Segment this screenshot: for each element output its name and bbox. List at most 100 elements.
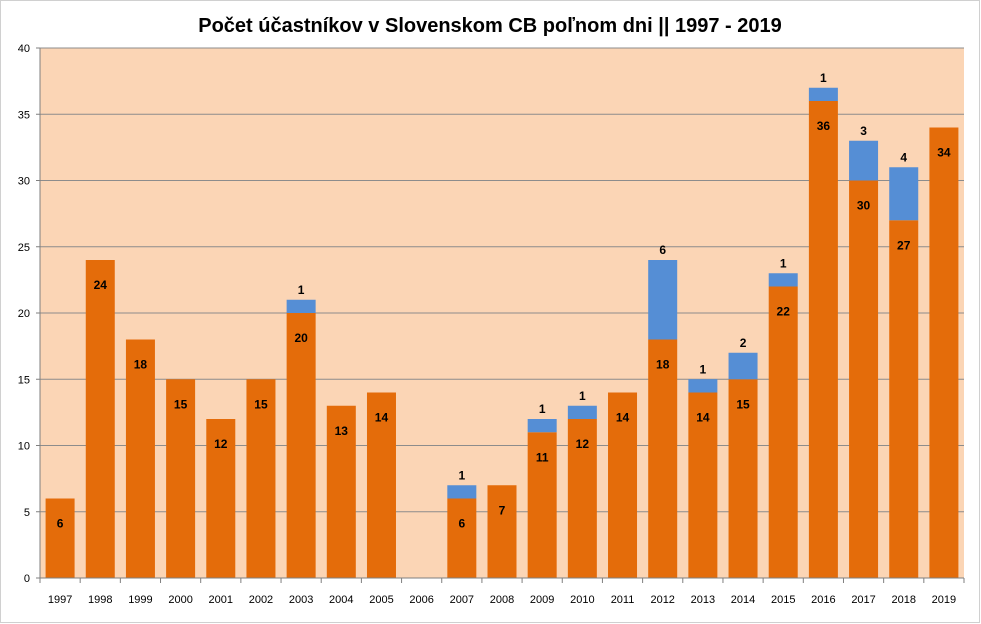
y-tick-label: 15 — [18, 374, 30, 386]
bar-segment-secondary — [768, 273, 798, 287]
bar-segment-primary — [166, 379, 196, 578]
y-tick-label: 20 — [18, 308, 30, 320]
x-tick-label: 2015 — [771, 594, 795, 606]
bar-segment-secondary — [286, 299, 316, 313]
bar-segment-secondary — [688, 379, 718, 393]
data-label-secondary: 1 — [298, 283, 305, 297]
y-tick-label: 25 — [18, 242, 30, 254]
x-tick-label: 1999 — [128, 594, 152, 606]
x-tick-label: 2008 — [490, 594, 514, 606]
data-label-primary: 7 — [499, 503, 506, 517]
data-label-secondary: 6 — [659, 243, 666, 257]
bar-segment-primary — [366, 392, 396, 578]
x-axis: 1997 1998 1999 2000 2001 2002 2003 2004 2005 2006… — [39, 577, 965, 606]
data-label-secondary: 1 — [579, 389, 586, 403]
bar-segment-primary — [929, 127, 959, 578]
y-tick-label: 40 — [18, 43, 30, 55]
bar-segment-primary — [487, 485, 517, 578]
data-label-primary: 13 — [335, 424, 349, 438]
data-label-primary: 14 — [616, 411, 630, 425]
bar-segment-primary — [608, 392, 638, 578]
x-tick-label: 2003 — [289, 594, 313, 606]
data-labels: 6241815121520113146171111211418614115222… — [57, 71, 951, 531]
data-label-primary: 14 — [696, 411, 710, 425]
bar-segment-primary — [688, 392, 718, 578]
bar-segment-secondary — [728, 352, 758, 380]
data-label-primary: 36 — [817, 119, 831, 133]
data-label-primary: 15 — [254, 397, 268, 411]
bar-segment-primary — [768, 286, 798, 578]
bar-segment-primary — [447, 498, 477, 578]
data-label-secondary: 1 — [700, 362, 707, 376]
x-tick-label: 2010 — [570, 594, 594, 606]
bar-segment-primary — [326, 405, 356, 578]
x-tick-label: 1997 — [48, 594, 72, 606]
bar-segment-secondary — [648, 260, 678, 340]
bar-segment-secondary — [447, 485, 477, 499]
bar-segment-primary — [648, 339, 678, 578]
bar-segment-secondary — [567, 405, 597, 419]
data-label-secondary: 3 — [860, 124, 867, 138]
x-tick-label: 2000 — [168, 594, 192, 606]
data-label-secondary: 1 — [780, 256, 787, 270]
x-tick-label: 2017 — [851, 594, 875, 606]
x-tick-label: 2019 — [932, 594, 956, 606]
x-tick-label: 2001 — [209, 594, 233, 606]
bar-segment-primary — [125, 339, 155, 578]
x-tick-label: 2002 — [249, 594, 273, 606]
y-tick-label: 30 — [18, 176, 30, 188]
data-label-primary: 22 — [777, 305, 791, 319]
y-tick-label: 5 — [24, 507, 30, 519]
data-label-primary: 14 — [375, 411, 389, 425]
bars — [45, 87, 959, 578]
x-tick-label: 2004 — [329, 594, 353, 606]
data-label-primary: 34 — [937, 146, 951, 160]
bar-segment-primary — [527, 432, 557, 578]
x-tick-label: 2012 — [650, 594, 674, 606]
data-label-primary: 18 — [134, 358, 148, 372]
bar-segment-primary — [246, 379, 276, 578]
bar-segment-primary — [728, 379, 758, 578]
x-tick-label: 1998 — [88, 594, 112, 606]
data-label-primary: 27 — [897, 238, 911, 252]
bar-segment-secondary — [889, 167, 919, 221]
bar-segment-primary — [808, 101, 838, 578]
bar-segment-primary — [45, 498, 75, 578]
bar-segment-secondary — [527, 419, 557, 433]
x-tick-label: 2014 — [731, 594, 755, 606]
x-tick-label: 2006 — [409, 594, 433, 606]
x-tick-label: 2009 — [530, 594, 554, 606]
data-label-secondary: 4 — [900, 150, 907, 164]
data-label-primary: 15 — [736, 397, 750, 411]
x-tick-label: 2007 — [450, 594, 474, 606]
bar-segment-primary — [849, 180, 879, 578]
data-label-primary: 18 — [656, 358, 670, 372]
y-tick-label: 10 — [18, 441, 30, 453]
data-label-primary: 12 — [576, 437, 590, 451]
bar-segment-primary — [286, 313, 316, 578]
data-label-secondary: 1 — [539, 402, 546, 416]
data-label-primary: 6 — [458, 517, 465, 531]
bar-segment-secondary — [849, 140, 879, 181]
data-label-primary: 6 — [57, 517, 64, 531]
data-label-primary: 30 — [857, 199, 871, 213]
x-tick-label: 2005 — [369, 594, 393, 606]
data-label-secondary: 1 — [820, 71, 827, 85]
data-label-primary: 24 — [94, 278, 108, 292]
x-tick-label: 2013 — [691, 594, 715, 606]
bar-segment-secondary — [808, 87, 838, 101]
y-axis: 0 5 10 15 20 25 30 35 40 — [18, 43, 41, 585]
data-label-primary: 11 — [536, 450, 549, 464]
bar-segment-primary — [85, 260, 115, 578]
x-tick-label: 2016 — [811, 594, 835, 606]
bar-segment-primary — [567, 419, 597, 578]
data-label-primary: 12 — [214, 437, 228, 451]
chart-title: Počet účastníkov v Slovenskom CB poľnom … — [198, 15, 782, 37]
x-tick-label: 2011 — [611, 594, 635, 606]
bar-segment-primary — [206, 419, 236, 578]
data-label-primary: 20 — [294, 331, 308, 345]
data-label-secondary: 1 — [458, 468, 465, 482]
data-label-primary: 15 — [174, 397, 188, 411]
